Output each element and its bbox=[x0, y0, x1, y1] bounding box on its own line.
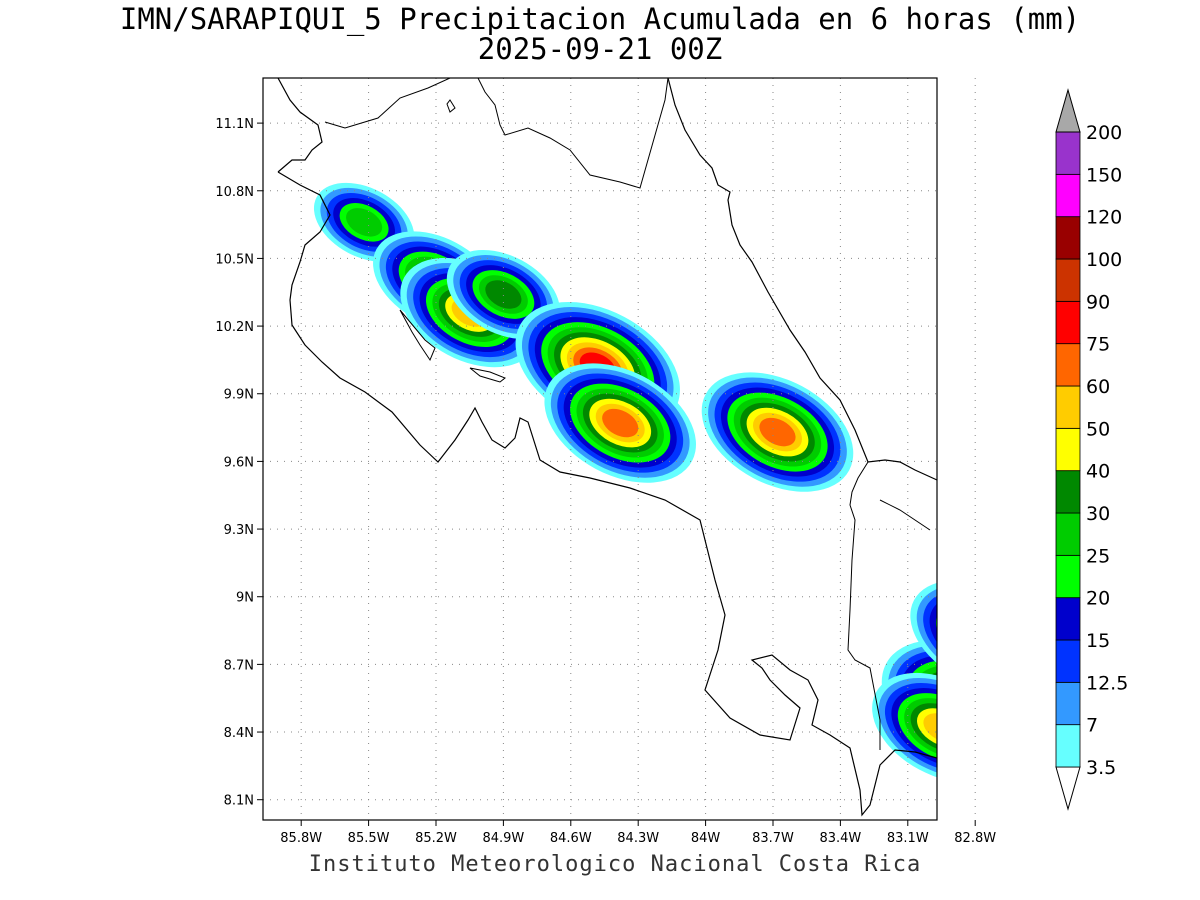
legend-label: 50 bbox=[1086, 418, 1110, 440]
legend-label: 75 bbox=[1086, 334, 1110, 356]
legend-swatch bbox=[1055, 597, 1081, 641]
legend-label: 15 bbox=[1086, 630, 1110, 652]
x-tick-label: 84.6W bbox=[550, 831, 592, 846]
legend-swatch bbox=[1055, 724, 1081, 768]
y-tick-label: 9.3N bbox=[224, 523, 254, 538]
legend-swatch bbox=[1055, 131, 1081, 175]
legend-swatch bbox=[1055, 216, 1081, 260]
y-tick-label: 9.9N bbox=[224, 388, 254, 403]
y-tick-label: 10.2N bbox=[215, 320, 254, 335]
rain-contour bbox=[932, 587, 1108, 741]
rain-contour bbox=[602, 408, 639, 438]
rain-contour bbox=[940, 601, 1018, 670]
legend-label: 120 bbox=[1086, 207, 1122, 229]
legend-label: 150 bbox=[1086, 164, 1122, 186]
legend-min-arrow bbox=[1055, 766, 1081, 811]
footer-credit: Instituto Meteorologico Nacional Costa R… bbox=[308, 852, 922, 877]
legend-swatch bbox=[1055, 639, 1081, 683]
legend-swatch bbox=[1055, 300, 1081, 345]
legend-swatch bbox=[1055, 681, 1081, 726]
y-tick-label: 10.8N bbox=[215, 185, 254, 200]
rain-contour bbox=[997, 644, 1043, 684]
x-tick-label: 85.2W bbox=[415, 831, 457, 846]
latitude-axis: 11.1N 10.8N 10.5N 10.2N 9.9N 9.6N 9.3N 9N 8.7N 8.… bbox=[215, 117, 263, 809]
map-datetime: 2025-09-21 00Z bbox=[477, 32, 723, 66]
y-tick-label: 11.1N bbox=[215, 117, 254, 132]
longitude-axis: 85.8W 85.5W 85.2W 84.9W 84.6W 84.3W 84W 83.7W 83… bbox=[280, 820, 996, 846]
legend-swatch bbox=[1055, 512, 1081, 556]
rain-contour bbox=[981, 630, 1059, 699]
rain-contour bbox=[949, 608, 1011, 662]
x-tick-label: 84.3W bbox=[617, 831, 659, 846]
legend-label: 100 bbox=[1086, 249, 1122, 271]
legend-swatch bbox=[1055, 427, 1081, 472]
x-tick-label: 83.7W bbox=[752, 831, 794, 846]
map-title: IMN/SARAPIQUI_5 Precipitacion Acumulada … bbox=[119, 2, 1081, 36]
legend-label: 40 bbox=[1086, 461, 1110, 483]
legend-label: 30 bbox=[1086, 503, 1110, 525]
legend-label: 60 bbox=[1086, 376, 1110, 398]
rain-contour bbox=[759, 417, 796, 447]
rain-contour bbox=[957, 615, 1003, 655]
y-tick-label: 8.4N bbox=[224, 726, 254, 741]
rain-contour bbox=[932, 594, 1027, 677]
y-tick-label: 8.7N bbox=[224, 658, 254, 673]
legend-swatch bbox=[1055, 343, 1081, 387]
x-tick-label: 83.1W bbox=[887, 831, 929, 846]
legend-label: 7 bbox=[1086, 715, 1098, 737]
legend-max-arrow bbox=[1055, 88, 1081, 133]
x-tick-label: 84.9W bbox=[482, 831, 524, 846]
legend-label: 90 bbox=[1086, 291, 1110, 313]
legend-label: 200 bbox=[1086, 122, 1122, 144]
legend-swatch bbox=[1055, 258, 1081, 302]
rain-contour bbox=[973, 623, 1068, 706]
rain-field bbox=[313, 182, 1108, 783]
x-tick-label: 85.8W bbox=[280, 831, 322, 846]
x-tick-label: 85.5W bbox=[348, 831, 390, 846]
y-tick-label: 10.5N bbox=[215, 252, 254, 267]
coastlines bbox=[277, 78, 937, 817]
legend-swatch bbox=[1055, 470, 1081, 514]
rain-contour bbox=[933, 678, 995, 732]
color-legend: 3.5 7 12.5 15 20 25 30 40 50 60 75 90 100 120 150 200 bbox=[1055, 88, 1128, 811]
legend-label: 3.5 bbox=[1086, 757, 1116, 779]
legend-label: 20 bbox=[1086, 588, 1110, 610]
legend-swatch bbox=[1055, 385, 1081, 429]
plot-frame bbox=[262, 77, 938, 821]
legend-label: 25 bbox=[1086, 545, 1110, 567]
legend-label: 12.5 bbox=[1086, 672, 1128, 694]
y-tick-label: 9N bbox=[236, 591, 254, 606]
x-tick-label: 83.4W bbox=[819, 831, 861, 846]
graticule bbox=[263, 78, 976, 820]
legend-swatch bbox=[1055, 173, 1081, 218]
rain-contour bbox=[989, 637, 1051, 691]
rain-contour bbox=[941, 685, 987, 725]
y-tick-label: 9.6N bbox=[224, 455, 254, 470]
x-tick-label: 84W bbox=[691, 831, 721, 846]
x-tick-label: 82.8W bbox=[954, 831, 996, 846]
rain-contour bbox=[346, 208, 383, 237]
rain-contour bbox=[485, 280, 522, 309]
rain-contour bbox=[935, 600, 937, 670]
legend-swatch bbox=[1055, 554, 1081, 599]
rain-contour bbox=[923, 713, 937, 742]
y-tick-label: 8.1N bbox=[224, 794, 254, 809]
